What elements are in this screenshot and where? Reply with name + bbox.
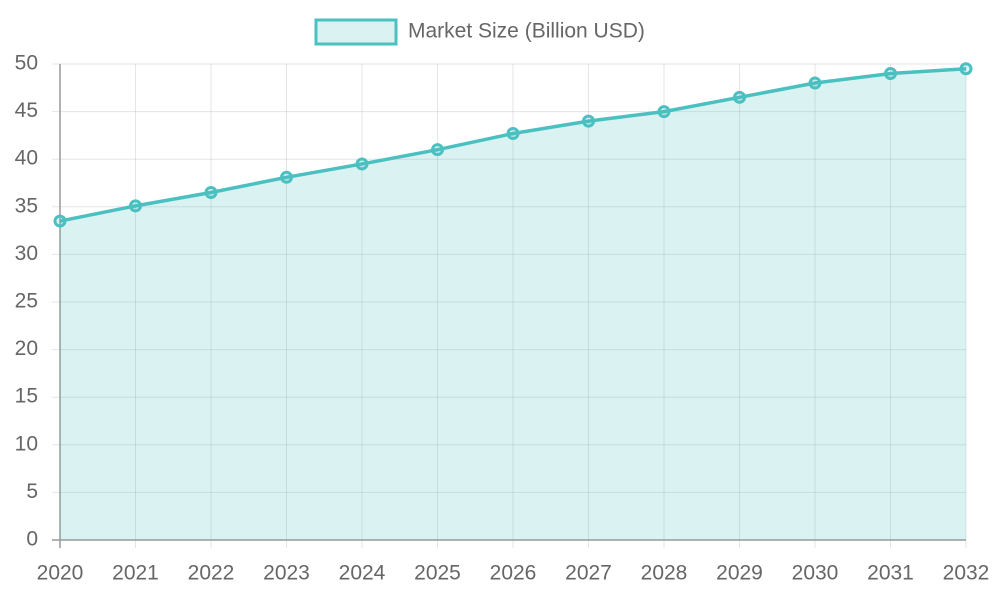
legend-label: Market Size (Billion USD) [408,20,645,43]
point [53,214,67,228]
point [355,157,369,171]
point [280,170,293,184]
point [959,62,973,76]
y-tick-label: 35 [15,194,38,217]
y-tick-label: 25 [15,290,38,313]
x-tick-label: 2032 [943,562,990,585]
x-tick-label: 2025 [414,562,461,585]
x-tick-label: 2030 [792,562,839,585]
point [808,76,822,90]
y-tick-label: 20 [15,337,38,360]
point [657,105,671,119]
area [60,68,966,540]
y-tick-label: 30 [15,242,38,265]
x-tick-label: 2031 [867,562,914,585]
point [431,143,444,157]
point [884,67,897,81]
x-tick-label: 2029 [716,562,763,585]
point [204,186,218,200]
x-tick-label: 2021 [112,562,159,585]
y-tick-label: 50 [15,52,38,75]
y-tick-label: 0 [26,528,38,551]
point [733,90,746,104]
point [582,114,595,128]
y-tick-label: 40 [15,147,38,170]
line [59,67,967,223]
x-tick-label: 2022 [188,562,235,585]
x-tick-label: 2024 [339,562,386,585]
y-tick-label: 10 [15,432,38,455]
y-tick-label: 15 [15,385,38,408]
y-tick-label: 45 [15,99,38,122]
y-tick-label: 5 [26,480,38,503]
legend-swatch [314,18,398,46]
point [506,126,520,140]
x-tick-label: 2026 [490,562,537,585]
x-tick-label: 2020 [37,562,84,585]
x-tick-label: 2023 [263,562,310,585]
x-tick-label: 2027 [565,562,612,585]
point [129,199,142,213]
x-tick-label: 2028 [641,562,688,585]
